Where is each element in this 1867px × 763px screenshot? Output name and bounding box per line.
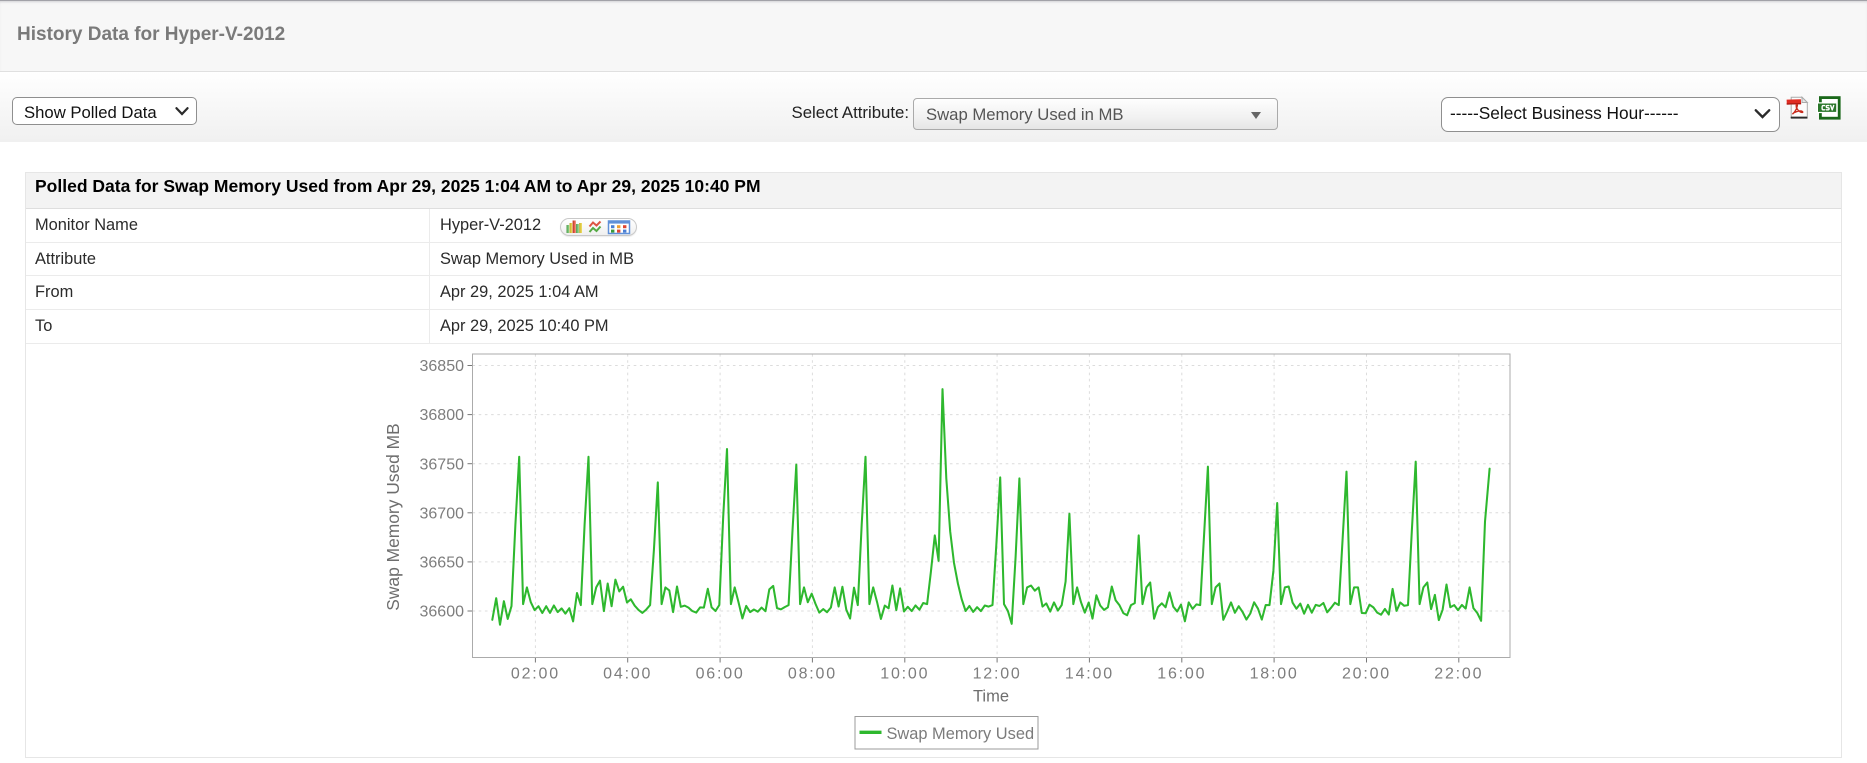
svg-text:10:00: 10:00 bbox=[880, 666, 929, 683]
svg-text:36750: 36750 bbox=[420, 456, 465, 473]
svg-text:08:00: 08:00 bbox=[788, 666, 837, 683]
svg-text:Time: Time bbox=[973, 688, 1009, 706]
svg-text:18:00: 18:00 bbox=[1250, 666, 1299, 683]
svg-text:36650: 36650 bbox=[420, 555, 465, 572]
svg-text:36800: 36800 bbox=[420, 407, 465, 424]
svg-text:Swap Memory Used: Swap Memory Used bbox=[887, 725, 1035, 743]
svg-text:14:00: 14:00 bbox=[1065, 666, 1114, 683]
svg-text:36600: 36600 bbox=[420, 604, 465, 621]
svg-text:02:00: 02:00 bbox=[511, 666, 560, 683]
svg-text:36850: 36850 bbox=[420, 358, 465, 375]
svg-text:06:00: 06:00 bbox=[696, 666, 745, 683]
svg-text:36700: 36700 bbox=[420, 505, 465, 522]
svg-text:12:00: 12:00 bbox=[973, 666, 1022, 683]
svg-text:Swap Memory Used MB: Swap Memory Used MB bbox=[383, 423, 403, 610]
svg-text:20:00: 20:00 bbox=[1342, 666, 1391, 683]
svg-text:22:00: 22:00 bbox=[1434, 666, 1483, 683]
svg-text:16:00: 16:00 bbox=[1157, 666, 1206, 683]
svg-text:04:00: 04:00 bbox=[603, 666, 652, 683]
